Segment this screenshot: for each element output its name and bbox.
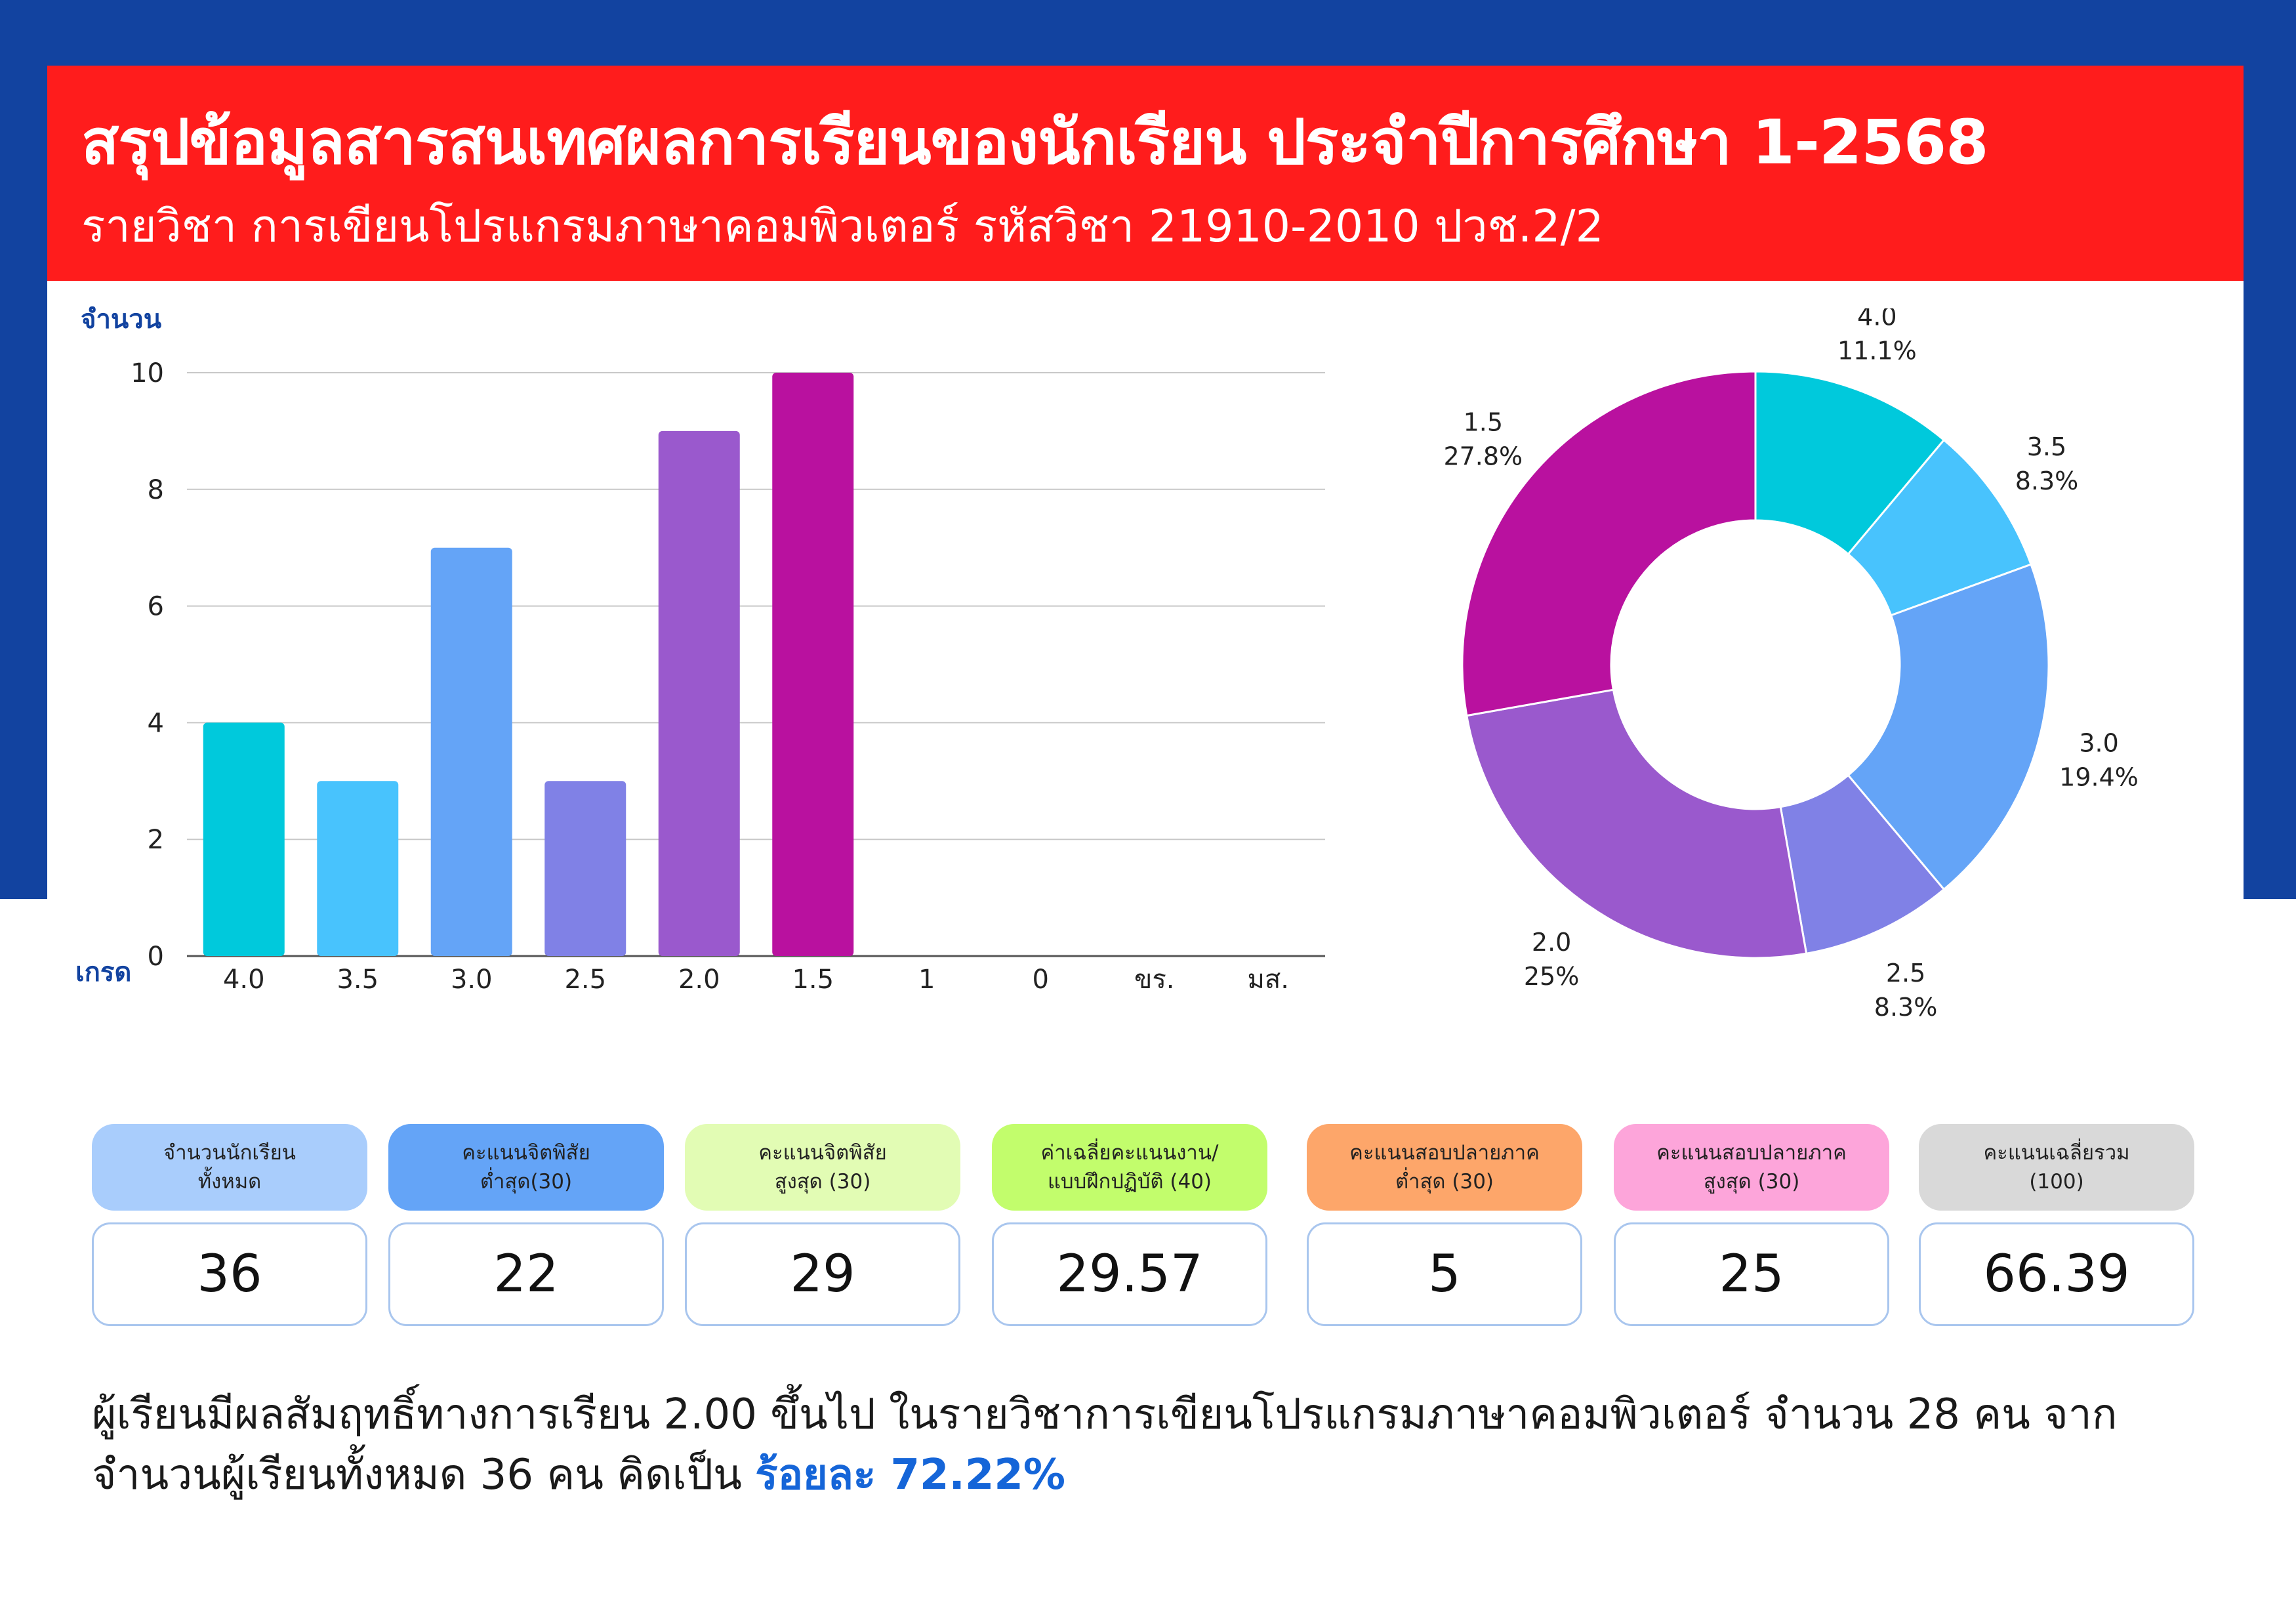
stat-card: คะแนนจิตพิสัย สูงสุด (30) 29 xyxy=(685,1124,960,1326)
summary-highlight: ร้อยละ 72.22% xyxy=(755,1451,1065,1499)
stat-value: 5 xyxy=(1307,1222,1582,1326)
stat-label: คะแนนสอบปลายภาค สูงสุด (30) xyxy=(1614,1124,1889,1211)
stat-label: ค่าเฉลี่ยคะแนนงาน/แบบฝึกปฏิบัติ (40) xyxy=(992,1124,1267,1211)
summary-text: ผู้เรียนมีผลสัมฤทธิ์ทางการเรียน 2.00 ขึ้… xyxy=(92,1385,2217,1505)
x-tick-label: มส. xyxy=(1248,965,1290,995)
slice-label: 2.0 xyxy=(1532,928,1571,957)
stat-card: ค่าเฉลี่ยคะแนนงาน/แบบฝึกปฏิบัติ (40) 29.5… xyxy=(992,1124,1267,1326)
bar xyxy=(203,722,285,956)
y-tick-label: 8 xyxy=(148,475,164,505)
stat-card: คะแนนสอบปลายภาค สูงสุด (30) 25 xyxy=(1614,1124,1889,1326)
stat-label: จำนวนนักเรียน ทั้งหมด xyxy=(92,1124,367,1211)
x-tick-label: 3.5 xyxy=(337,965,379,995)
slice-label: 1.5 xyxy=(1464,408,1503,437)
stat-value: 66.39 xyxy=(1919,1222,2194,1326)
stat-card: คะแนนสอบปลายภาค ต่ำสุด (30) 5 xyxy=(1307,1124,1582,1326)
y-tick-label: 0 xyxy=(148,942,164,972)
bar xyxy=(430,547,512,956)
x-tick-label: 3.0 xyxy=(451,965,493,995)
y-tick-label: 4 xyxy=(148,708,164,738)
bar xyxy=(317,781,399,956)
stat-label: คะแนนเฉลี่ยรวม (100) xyxy=(1919,1124,2194,1211)
page-subtitle: รายวิชา การเขียนโปรแกรมภาษาคอมพิวเตอร์ ร… xyxy=(81,201,1604,253)
stat-value: 36 xyxy=(92,1222,367,1326)
stat-label: คะแนนจิตพิสัย ต่ำสุด(30) xyxy=(388,1124,664,1211)
donut-slice xyxy=(1461,370,1757,717)
slice-percent: 11.1% xyxy=(1837,337,1917,365)
donut-slice xyxy=(1754,370,1946,556)
x-axis-title: เกรด xyxy=(75,957,131,988)
y-tick-label: 10 xyxy=(131,358,164,388)
slice-percent: 25% xyxy=(1524,962,1579,991)
stat-card: คะแนนเฉลี่ยรวม (100) 66.39 xyxy=(1919,1124,2194,1326)
x-tick-label: 1 xyxy=(918,965,935,995)
y-tick-label: 6 xyxy=(148,592,164,622)
bar xyxy=(772,373,854,956)
slice-percent: 8.3% xyxy=(2015,467,2079,495)
slice-label: 3.0 xyxy=(2079,728,2118,757)
slice-percent: 8.3% xyxy=(1874,993,1938,1022)
stat-value: 29.57 xyxy=(992,1222,1267,1326)
y-axis-title: จำนวน xyxy=(81,304,161,335)
x-tick-label: ขร. xyxy=(1134,965,1175,995)
header-banner: สรุปข้อมูลสารสนเทศผลการเรียนของนักเรียน … xyxy=(47,66,2244,281)
slice-label: 4.0 xyxy=(1857,308,1896,331)
stat-label: คะแนนสอบปลายภาค ต่ำสุด (30) xyxy=(1307,1124,1582,1211)
donut-slice xyxy=(1847,563,2050,891)
stat-value: 22 xyxy=(388,1222,664,1326)
slice-percent: 27.8% xyxy=(1443,442,1523,471)
stat-label: คะแนนจิตพิสัย สูงสุด (30) xyxy=(685,1124,960,1211)
y-tick-label: 2 xyxy=(148,825,164,855)
stat-value: 29 xyxy=(685,1222,960,1326)
x-tick-label: 0 xyxy=(1033,965,1049,995)
page-title: สรุปข้อมูลสารสนเทศผลการเรียนของนักเรียน … xyxy=(81,107,1989,178)
x-tick-label: 2.5 xyxy=(564,965,606,995)
slice-label: 3.5 xyxy=(2027,432,2066,461)
bar xyxy=(544,781,626,956)
x-tick-label: 2.0 xyxy=(678,965,720,995)
stat-value: 25 xyxy=(1614,1222,1889,1326)
bar xyxy=(658,430,740,956)
slice-label: 2.5 xyxy=(1886,959,1925,988)
stat-card: คะแนนจิตพิสัย ต่ำสุด(30) 22 xyxy=(388,1124,664,1326)
x-tick-label: 4.0 xyxy=(223,965,265,995)
grade-donut-chart: 4.0 11.1% 3.5 8.3% 3.0 19.4% 2.5 8.3% 2.0 25% 1.5 2… xyxy=(1443,308,2139,1022)
x-tick-label: 1.5 xyxy=(792,965,834,995)
stat-card: จำนวนนักเรียน ทั้งหมด 36 xyxy=(92,1124,367,1326)
donut-slice xyxy=(1466,688,1808,959)
slice-percent: 19.4% xyxy=(2059,762,2139,791)
summary-body: ผู้เรียนมีผลสัมฤทธิ์ทางการเรียน 2.00 ขึ้… xyxy=(92,1390,2118,1499)
